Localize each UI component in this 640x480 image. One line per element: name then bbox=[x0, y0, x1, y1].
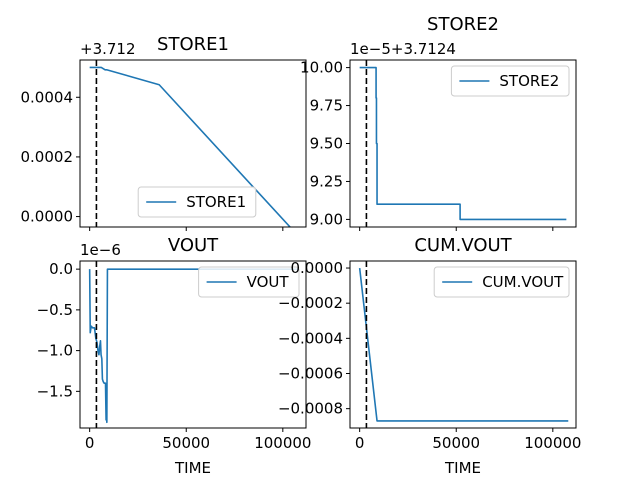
legend-box bbox=[450, 65, 570, 97]
legend: CUM.VOUT bbox=[433, 266, 570, 298]
axis-offset-label: 1e−6 bbox=[80, 241, 121, 259]
x-tick-label: 100000 bbox=[524, 434, 581, 452]
chart-panel-2: 9.00 9.25 9.50 9.75 10.00 STORE2 1e−5+3.7124 ST… bbox=[300, 14, 577, 231]
x-axis-label: TIME bbox=[444, 459, 481, 477]
y-tick-label: 0.0 bbox=[49, 260, 73, 278]
chart-title: VOUT bbox=[168, 235, 219, 256]
series-line-1 bbox=[89, 66, 292, 227]
y-tick-label: 0.0004 bbox=[21, 88, 74, 106]
legend-box bbox=[137, 186, 257, 218]
axis-offset-label: +3.712 bbox=[80, 40, 136, 58]
y-tick-label: 0.0002 bbox=[21, 148, 74, 166]
y-tick-label: 0.0000 bbox=[291, 259, 344, 277]
series-line-1 bbox=[88, 268, 299, 424]
chart-title: STORE2 bbox=[427, 14, 499, 35]
y-tick-label: 10.00 bbox=[300, 59, 343, 77]
axes-frame bbox=[79, 59, 307, 228]
x-tick-label: 0 bbox=[355, 434, 365, 452]
x-tick-label: 0 bbox=[85, 434, 95, 452]
y-tick-label: −0.5 bbox=[37, 301, 73, 319]
y-tick-label: 9.00 bbox=[310, 210, 343, 228]
x-tick-label: 50000 bbox=[162, 434, 210, 452]
series-line-1 bbox=[358, 267, 569, 422]
axes-frame bbox=[79, 260, 307, 429]
x-tick-label: 100000 bbox=[254, 434, 311, 452]
y-tick-label: −1.0 bbox=[37, 342, 73, 360]
y-tick-label: −0.0004 bbox=[278, 329, 343, 347]
chart-panel-3: 0 50000 100000 0.0 −0.5 −1.0 −1.5 VOUT 1e−6 TIME V… bbox=[37, 235, 312, 477]
y-tick-label: 9.50 bbox=[310, 135, 343, 153]
legend-box bbox=[433, 266, 570, 298]
x-tick-label: 50000 bbox=[432, 434, 480, 452]
legend-label: STORE1 bbox=[186, 193, 246, 211]
y-tick-label: −0.0002 bbox=[278, 294, 343, 312]
series-line-1 bbox=[359, 66, 567, 221]
chart-panel-4: 0 50000 100000 0.0000 −0.0002 −0.0004 −0.0006 −… bbox=[278, 235, 582, 477]
y-tick-label: −1.5 bbox=[37, 382, 73, 400]
legend: STORE2 bbox=[450, 65, 570, 97]
chart-title: STORE1 bbox=[157, 34, 229, 55]
y-tick-label: −0.0008 bbox=[278, 400, 343, 418]
legend: STORE1 bbox=[137, 186, 257, 218]
chart-panel-1: 0.0000 0.0002 0.0004 STORE1 +3.712 STORE1 bbox=[21, 34, 307, 231]
chart-title: CUM.VOUT bbox=[414, 235, 512, 256]
legend-box bbox=[198, 266, 300, 298]
y-tick-label: 9.25 bbox=[310, 172, 343, 190]
legend-label: VOUT bbox=[247, 273, 290, 291]
x-axis-label: TIME bbox=[174, 459, 211, 477]
legend: VOUT bbox=[198, 266, 300, 298]
y-tick-label: 0.0000 bbox=[21, 208, 74, 226]
axis-offset-label: 1e−5+3.7124 bbox=[350, 40, 456, 58]
legend-label: STORE2 bbox=[499, 72, 559, 90]
legend-label: CUM.VOUT bbox=[482, 273, 564, 291]
y-tick-label: −0.0006 bbox=[278, 365, 343, 383]
y-tick-label: 9.75 bbox=[310, 97, 343, 115]
axes-frame bbox=[349, 260, 577, 429]
